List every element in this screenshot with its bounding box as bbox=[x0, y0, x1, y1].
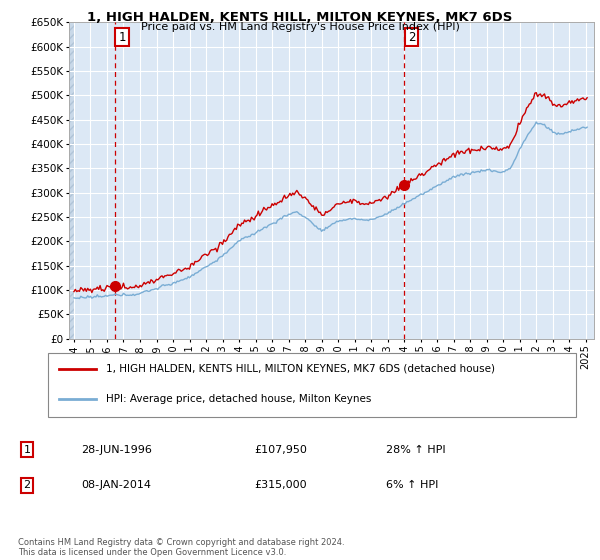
Text: 6% ↑ HPI: 6% ↑ HPI bbox=[386, 480, 439, 491]
Text: HPI: Average price, detached house, Milton Keynes: HPI: Average price, detached house, Milt… bbox=[106, 394, 371, 404]
Text: 2: 2 bbox=[23, 480, 31, 491]
Text: 2: 2 bbox=[408, 30, 415, 44]
Text: 28-JUN-1996: 28-JUN-1996 bbox=[81, 445, 152, 455]
Text: 1, HIGH HALDEN, KENTS HILL, MILTON KEYNES, MK7 6DS: 1, HIGH HALDEN, KENTS HILL, MILTON KEYNE… bbox=[88, 11, 512, 24]
Text: £107,950: £107,950 bbox=[254, 445, 307, 455]
Text: Contains HM Land Registry data © Crown copyright and database right 2024.
This d: Contains HM Land Registry data © Crown c… bbox=[18, 538, 344, 557]
Text: 1: 1 bbox=[118, 30, 126, 44]
Text: 1, HIGH HALDEN, KENTS HILL, MILTON KEYNES, MK7 6DS (detached house): 1, HIGH HALDEN, KENTS HILL, MILTON KEYNE… bbox=[106, 364, 495, 374]
Text: 08-JAN-2014: 08-JAN-2014 bbox=[81, 480, 151, 491]
Text: £315,000: £315,000 bbox=[254, 480, 307, 491]
Text: Price paid vs. HM Land Registry's House Price Index (HPI): Price paid vs. HM Land Registry's House … bbox=[140, 22, 460, 32]
Text: 28% ↑ HPI: 28% ↑ HPI bbox=[386, 445, 446, 455]
Text: 1: 1 bbox=[23, 445, 31, 455]
FancyBboxPatch shape bbox=[48, 353, 576, 417]
